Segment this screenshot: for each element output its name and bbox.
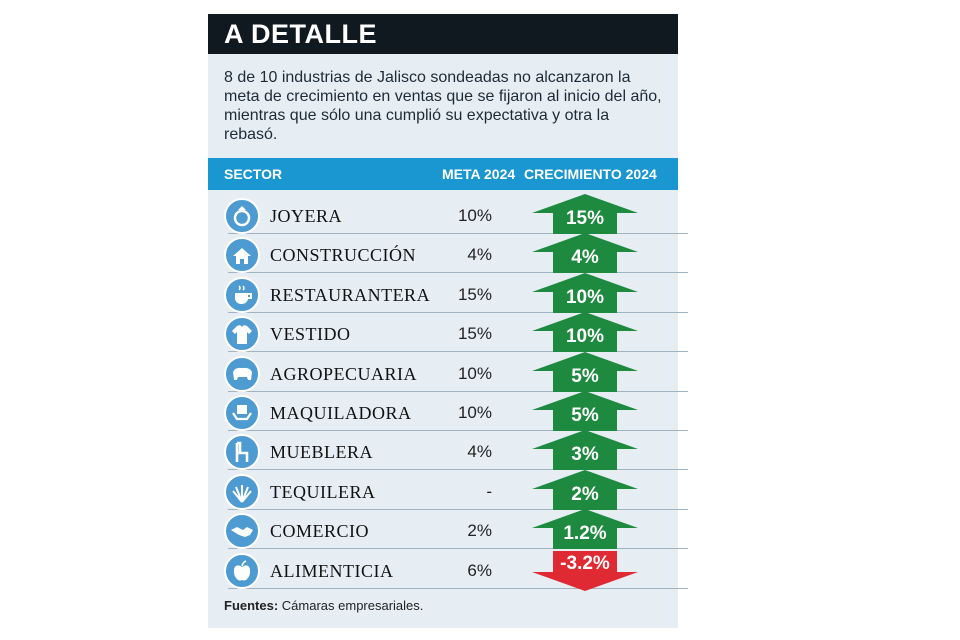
arrow-up-icon	[532, 469, 638, 510]
sector-label: AGROPECUARIA	[270, 363, 418, 384]
growth-arrow-mark: 3%	[532, 430, 638, 471]
growth-value-label: -3.2%	[560, 553, 610, 574]
row-divider	[228, 508, 688, 510]
sector-label: TEQUILERA	[270, 481, 376, 502]
growth-arrow-mark: 2%	[532, 469, 638, 510]
growth-value-label: 15%	[566, 208, 604, 229]
sector-label: COMERCIO	[270, 521, 370, 542]
row-divider	[228, 272, 688, 274]
table-row: COMERCIO 2% 1.2%	[208, 509, 688, 551]
sector-label: RESTAURANTERA	[270, 284, 431, 305]
source-label: Fuentes:	[224, 598, 279, 613]
table-row: RESTAURANTERA 15% 10%	[208, 272, 688, 315]
meta-value: 15%	[457, 284, 492, 304]
arrow-down-icon	[532, 550, 638, 591]
growth-arrow-mark: -3.2%	[532, 550, 638, 591]
arrow-up-icon	[532, 312, 638, 353]
growth-arrow-mark: 5%	[532, 391, 638, 431]
arrow-up-icon	[532, 430, 638, 471]
meta-value: 4%	[467, 245, 492, 265]
handshake-icon	[224, 513, 260, 550]
house-icon	[224, 237, 260, 274]
column-header-growth: CRECIMIENTO 2024	[524, 166, 657, 182]
meta-value: 10%	[457, 206, 492, 225]
sector-label: JOYERA	[270, 206, 343, 226]
intro-text: 8 de 10 industrias de Jalisco sondeadas …	[224, 69, 662, 143]
column-header-meta: META 2024	[442, 166, 516, 182]
growth-arrow-mark: 5%	[532, 351, 638, 392]
table-row: JOYERA 10% 15%	[208, 194, 688, 236]
arrow-up-icon	[532, 391, 638, 431]
growth-arrow-mark: 10%	[532, 312, 638, 353]
source-text: Cámaras empresariales.	[278, 598, 424, 613]
chair-icon	[224, 434, 260, 471]
ring-icon	[224, 198, 260, 234]
infographic-card: A DETALLE 8 de 10 industrias de Jalisco …	[208, 14, 688, 628]
meta-value: 4%	[467, 442, 492, 462]
meta-value: 10%	[457, 363, 492, 383]
growth-value-label: 1.2%	[563, 523, 606, 544]
arrow-up-icon	[532, 509, 638, 550]
sector-label: CONSTRUCCIÓN	[270, 245, 417, 266]
shirt-icon	[224, 316, 260, 353]
arrow-up-icon	[532, 233, 638, 274]
growth-arrow-mark: 15%	[532, 194, 638, 234]
table-row: AGROPECUARIA 10% 5%	[208, 351, 688, 394]
coffee-cup-icon	[224, 276, 260, 313]
table-header: SECTOR META 2024 CRECIMIENTO 2024	[208, 158, 678, 190]
row-divider	[228, 430, 688, 431]
table-row: TEQUILERA - 2%	[208, 469, 688, 512]
row-divider	[228, 351, 688, 353]
sector-label: MAQUILADORA	[270, 403, 412, 423]
title-bar: A DETALLE	[208, 14, 678, 54]
arrow-up-icon	[532, 194, 638, 234]
column-header-sector: SECTOR	[224, 166, 283, 182]
row-divider	[228, 390, 688, 392]
growth-value-label: 5%	[571, 366, 599, 387]
table-row: VESTIDO 15% 10%	[208, 312, 688, 354]
growth-value-label: 3%	[571, 444, 599, 465]
sector-label: MUEBLERA	[270, 442, 373, 463]
meta-value: 6%	[467, 560, 492, 580]
growth-value-label: 5%	[571, 405, 599, 426]
growth-value-label: 10%	[566, 326, 604, 347]
apple-icon	[224, 552, 260, 589]
sector-label: VESTIDO	[270, 324, 351, 345]
growth-arrow-mark: 1.2%	[532, 509, 638, 550]
agave-icon	[224, 473, 260, 510]
table-row: ALIMENTICIA 6% -3.2%	[208, 550, 688, 591]
growth-value-label: 2%	[571, 484, 599, 505]
row-divider	[228, 587, 688, 589]
growth-value-label: 10%	[566, 287, 604, 308]
meta-value: -	[486, 481, 492, 501]
growth-arrow-mark: 10%	[532, 272, 638, 313]
arrow-up-icon	[532, 272, 638, 313]
table-row: MUEBLERA 4% 3%	[208, 430, 688, 472]
table-row: MAQUILADORA 10% 5%	[208, 391, 688, 433]
row-divider	[228, 548, 688, 550]
box-hands-icon	[224, 395, 260, 431]
meta-value: 10%	[457, 403, 492, 422]
row-divider	[228, 311, 688, 313]
row-divider	[228, 233, 688, 234]
sector-label: ALIMENTICIA	[270, 560, 394, 581]
source-note: Fuentes: Cámaras empresariales.	[224, 598, 423, 613]
growth-value-label: 4%	[571, 247, 599, 268]
meta-value: 15%	[457, 324, 492, 344]
growth-arrow-mark: 4%	[532, 233, 638, 274]
cow-icon	[224, 355, 260, 392]
arrow-up-icon	[532, 351, 638, 392]
table-row: CONSTRUCCIÓN 4% 4%	[208, 233, 688, 275]
meta-value: 2%	[467, 521, 492, 541]
page-title: A DETALLE	[224, 19, 377, 49]
row-divider	[228, 469, 688, 471]
